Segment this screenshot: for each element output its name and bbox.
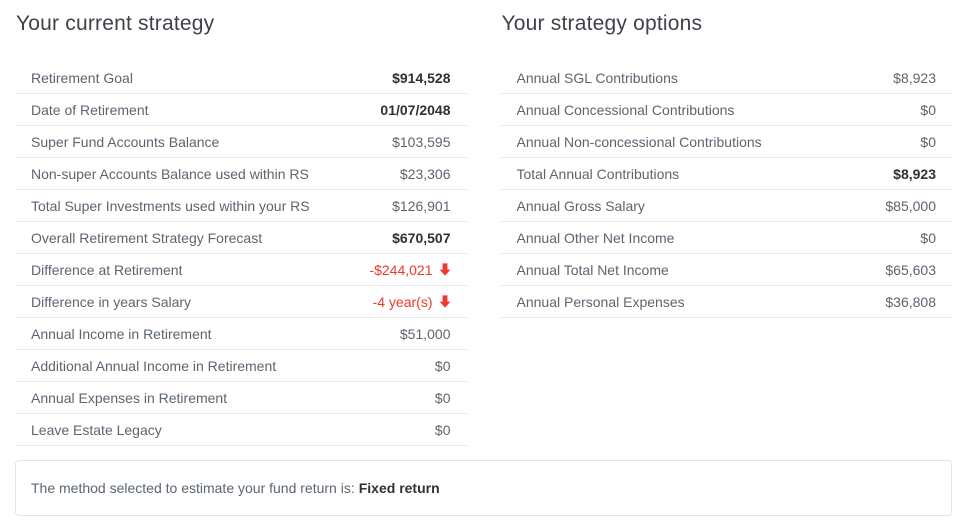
row-value: $0 xyxy=(920,101,936,118)
row-value: $914,528 xyxy=(392,69,451,86)
row-value: $8,923 xyxy=(893,69,936,86)
row-label: Annual Total Net Income xyxy=(516,261,669,278)
row-value: $65,603 xyxy=(885,261,936,278)
table-row: Annual Non-concessional Contributions $0 xyxy=(500,126,952,158)
table-row: Difference at Retirement -$244,021 xyxy=(15,254,467,286)
fund-return-method-note: The method selected to estimate your fun… xyxy=(15,460,952,516)
row-label: Overall Retirement Strategy Forecast xyxy=(31,229,263,246)
table-row: Annual Expenses in Retirement $0 xyxy=(15,382,467,414)
table-row: Annual Other Net Income $0 xyxy=(500,222,952,254)
table-row: Annual Total Net Income $65,603 xyxy=(500,254,952,286)
strategy-options-table: Annual SGL Contributions $8,923 Annual Con… xyxy=(500,62,952,318)
row-value: $0 xyxy=(920,229,936,246)
row-value: $0 xyxy=(920,133,936,150)
current-strategy-table: Retirement Goal $914,528 Date of Retiremen… xyxy=(15,62,467,446)
table-row: Additional Annual Income in Retirement $0 xyxy=(15,350,467,382)
row-value: 01/07/2048 xyxy=(380,101,451,118)
row-label: Annual Concessional Contributions xyxy=(516,101,735,118)
table-row: Annual Income in Retirement $51,000 xyxy=(15,318,467,350)
row-value: $103,595 xyxy=(392,133,451,150)
table-row: Non-super Accounts Balance used within R… xyxy=(15,158,467,190)
note-method-value: Fixed return xyxy=(358,480,440,496)
row-label: Difference at Retirement xyxy=(31,261,183,278)
row-value: $8,923 xyxy=(893,165,936,182)
table-row: Overall Retirement Strategy Forecast $670… xyxy=(15,222,467,254)
table-row: Annual Gross Salary $85,000 xyxy=(500,190,952,222)
row-label: Annual Expenses in Retirement xyxy=(31,389,228,406)
row-value: $670,507 xyxy=(392,229,451,246)
current-strategy-section: Your current strategy Retirement Goal $91… xyxy=(15,8,467,446)
row-label: Annual Non-concessional Contributions xyxy=(516,133,762,150)
row-value: -$244,021 xyxy=(369,262,450,278)
table-row: Retirement Goal $914,528 xyxy=(15,62,467,94)
arrow-down-icon xyxy=(439,295,451,308)
table-row: Annual Concessional Contributions $0 xyxy=(500,94,952,126)
row-label: Date of Retirement xyxy=(31,101,149,118)
row-value: $0 xyxy=(434,421,451,438)
row-label: Additional Annual Income in Retirement xyxy=(31,357,277,374)
table-row: Super Fund Accounts Balance $103,595 xyxy=(15,126,467,158)
table-row: Total Annual Contributions $8,923 xyxy=(500,158,952,190)
row-label: Total Annual Contributions xyxy=(516,165,680,182)
table-row: Date of Retirement 01/07/2048 xyxy=(15,94,467,126)
row-value: $36,808 xyxy=(885,293,936,310)
table-row: Total Super Investments used within your… xyxy=(15,190,467,222)
row-label: Retirement Goal xyxy=(31,69,133,86)
two-column-layout: Your current strategy Retirement Goal $91… xyxy=(15,8,952,446)
row-value: $51,000 xyxy=(399,325,451,342)
current-strategy-title: Your current strategy xyxy=(16,12,215,35)
row-value: $126,901 xyxy=(392,197,451,214)
row-value: $0 xyxy=(434,357,451,374)
row-value: -4 year(s) xyxy=(373,294,451,310)
row-label: Difference in years Salary xyxy=(31,293,192,310)
table-row: Annual SGL Contributions $8,923 xyxy=(500,62,952,94)
table-row: Annual Personal Expenses $36,808 xyxy=(500,286,952,318)
row-label: Non-super Accounts Balance used within R… xyxy=(31,165,309,182)
row-label: Annual Income in Retirement xyxy=(31,325,212,342)
row-value: $0 xyxy=(434,389,451,406)
row-value: $85,000 xyxy=(885,197,936,214)
strategy-options-title: Your strategy options xyxy=(501,12,703,35)
note-text: The method selected to estimate your fun… xyxy=(31,480,355,496)
row-label: Leave Estate Legacy xyxy=(31,421,162,438)
row-label: Super Fund Accounts Balance xyxy=(31,133,220,150)
row-label: Annual Personal Expenses xyxy=(516,293,685,310)
row-label: Annual SGL Contributions xyxy=(516,69,678,86)
row-label: Annual Gross Salary xyxy=(516,197,645,214)
row-label: Total Super Investments used within your… xyxy=(31,197,310,214)
arrow-down-icon xyxy=(439,263,451,276)
table-row: Difference in years Salary -4 year(s) xyxy=(15,286,467,318)
row-value: $23,306 xyxy=(399,165,451,182)
table-row: Leave Estate Legacy $0 xyxy=(15,414,467,446)
row-label: Annual Other Net Income xyxy=(516,229,675,246)
strategy-report-page: Your current strategy Retirement Goal $91… xyxy=(15,8,952,516)
strategy-options-section: Your strategy options Annual SGL Contrib… xyxy=(500,8,952,446)
